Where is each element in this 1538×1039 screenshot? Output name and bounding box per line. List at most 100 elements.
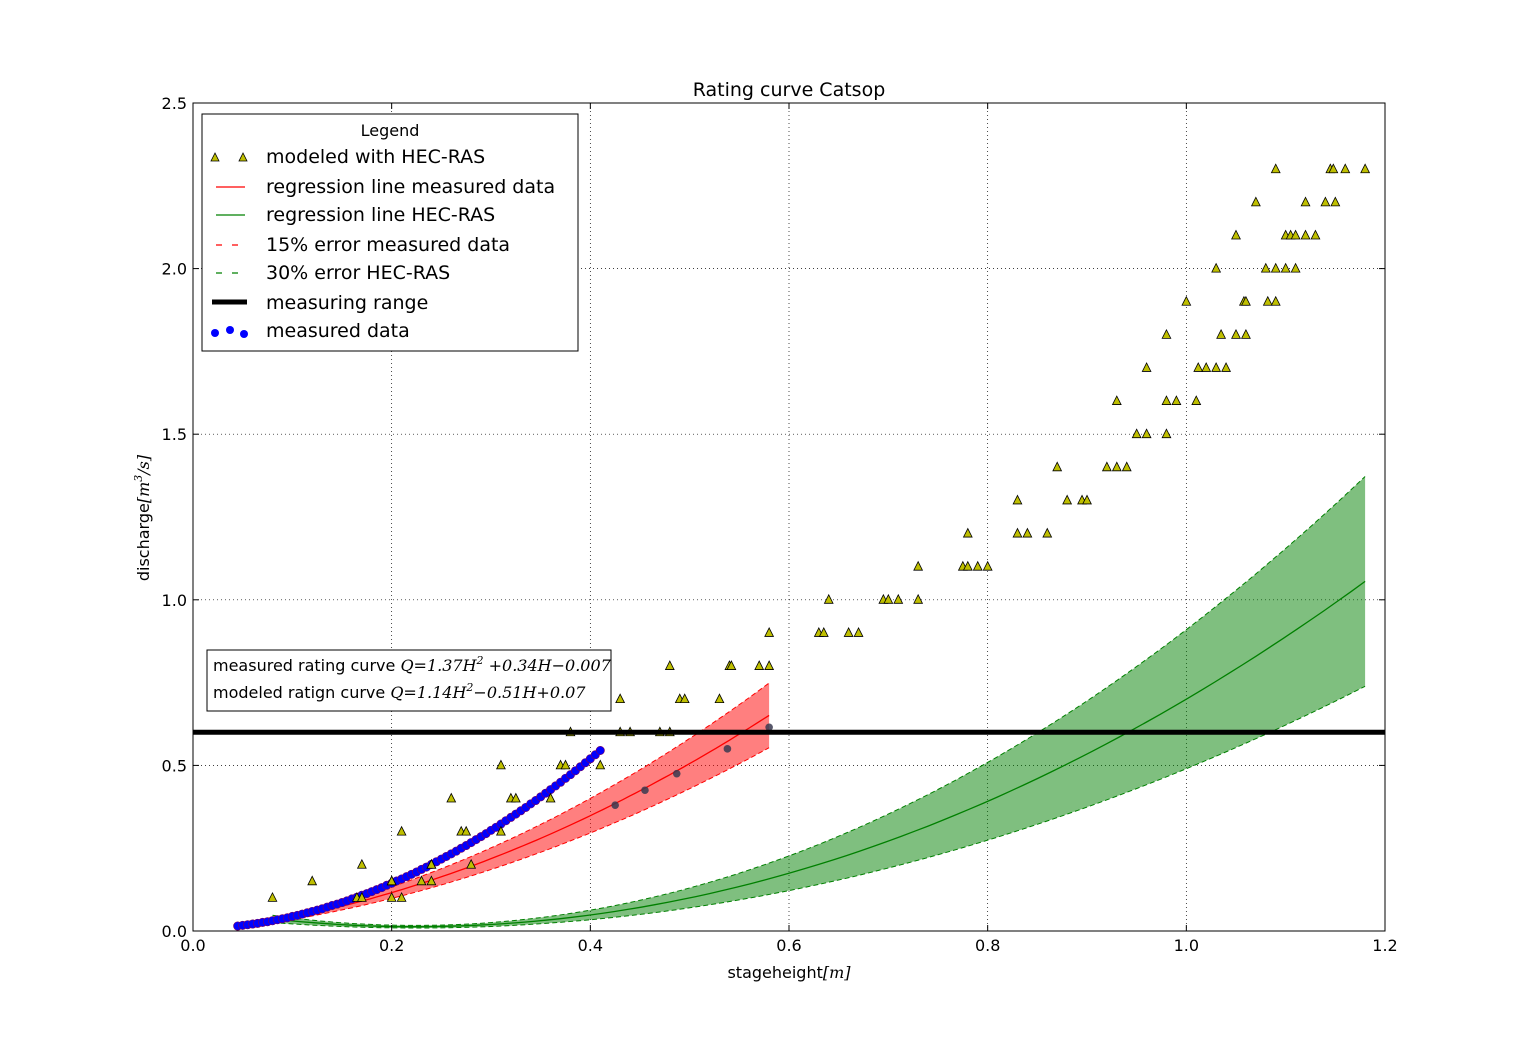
equation-box: [206, 649, 612, 712]
modeled-data-point: [883, 593, 894, 604]
legend-label: regression line measured data: [266, 176, 555, 198]
legend-dot-marker: [211, 329, 219, 337]
equation-line-measured: measured rating curve Q=1.37H2 +0.34H−0.…: [213, 654, 612, 675]
modeled-data-point: [1111, 461, 1122, 472]
x-tick-label: 1.0: [1174, 936, 1199, 955]
modeled-data-point: [764, 660, 775, 670]
legend-item-regression-measured: regression line measured data: [216, 176, 555, 198]
modeled-data-point: [416, 875, 427, 886]
modeled-data-point: [1290, 229, 1301, 240]
y-tick-label: 1.5: [162, 425, 187, 444]
modeled-data-point: [356, 858, 367, 869]
y-tick-label: 0.0: [162, 922, 187, 941]
y-tick-label: 2.0: [162, 260, 187, 279]
modeled-data-point: [1240, 328, 1251, 339]
modeled-data-point: [1193, 362, 1204, 372]
legend-label: modeled with HEC-RAS: [266, 146, 485, 168]
x-tick-label: 0.8: [975, 936, 1000, 955]
modeled-data-point: [386, 875, 397, 886]
equation-label: modeled ratign curve: [213, 683, 385, 702]
measured-data-point: [723, 745, 732, 753]
x-tick-label: 0.0: [180, 936, 205, 955]
y-axis-label-unit-exp: 3: [132, 475, 145, 482]
modeled-data-point: [823, 593, 834, 604]
modeled-data-point: [426, 858, 437, 869]
modeled-data-point: [1082, 494, 1092, 505]
modeled-data-point: [545, 792, 556, 803]
modeled-data-point: [1211, 262, 1222, 273]
hecras-error-upper: [272, 476, 1366, 926]
measured-data-point: [765, 723, 773, 732]
x-axis-label: stageheight[m]: [727, 963, 851, 982]
modeled-data-point: [1270, 262, 1281, 273]
y-axis-label-unit-prefix: [m: [134, 482, 153, 503]
modeled-data-point: [1211, 362, 1222, 372]
equation-label: measured rating curve: [213, 656, 395, 675]
legend-item-modeled: modeled with HEC-RAS: [210, 146, 485, 168]
legend: Legend modeled with HEC-RAS regression l…: [201, 113, 579, 352]
modeled-data-point: [1260, 262, 1271, 273]
measured-data-point: [672, 769, 681, 778]
measured-data-point: [641, 786, 649, 795]
modeled-data-point: [1121, 461, 1132, 472]
legend-dot-marker: [240, 330, 248, 338]
legend-label: regression line HEC-RAS: [266, 204, 495, 226]
modeled-data-point: [461, 825, 472, 836]
modeled-data-point: [1131, 428, 1142, 439]
modeled-data-point: [1310, 229, 1321, 240]
equation-formula-rest: +0.34H−0.007: [484, 656, 612, 675]
modeled-data-point: [1280, 262, 1291, 273]
modeled-data-point: [1111, 395, 1122, 405]
modeled-data-point: [714, 693, 725, 704]
modeled-data-point: [1340, 163, 1351, 174]
measured-error-lower: [237, 747, 770, 929]
modeled-data-point: [1012, 527, 1023, 538]
modeled-data-point: [307, 875, 318, 886]
equation-line-modeled: modeled ratign curve Q=1.14H2−0.51H+0.07: [213, 681, 586, 702]
legend-item-measuring-range: measuring range: [212, 292, 428, 314]
x-tick-label: 0.4: [578, 936, 603, 955]
legend-triangle-marker: [210, 152, 220, 162]
modeled-data-point: [1141, 362, 1152, 372]
modeled-data-point: [1216, 328, 1227, 339]
legend-box: [201, 113, 579, 352]
modeled-data-point: [356, 891, 367, 902]
y-axis-ticks: 0.0 0.5 1.0 1.5 2.0 2.5: [162, 94, 1385, 941]
modeled-data-point: [466, 858, 477, 869]
x-tick-label: 1.2: [1372, 936, 1397, 955]
modeled-data-point: [1161, 328, 1172, 339]
modeled-data-point: [510, 792, 521, 803]
equation-formula-rest: −0.51H+0.07: [473, 683, 586, 702]
modeled-data-point: [1012, 494, 1023, 505]
legend-triangle-marker: [238, 152, 248, 162]
legend-dot-marker: [226, 326, 234, 334]
equation-exponent: 2: [476, 654, 484, 667]
modeled-data-point: [726, 660, 737, 670]
modeled-data-point: [962, 560, 973, 571]
legend-item-error-measured: 15% error measured data: [216, 234, 510, 256]
modeled-data-point: [843, 627, 854, 637]
modeled-data-point: [1262, 295, 1273, 306]
modeled-data-point: [1330, 196, 1341, 207]
modeled-data-point: [1022, 527, 1033, 538]
modeled-data-point: [1052, 461, 1063, 472]
legend-label: 30% error HEC-RAS: [266, 262, 450, 284]
hecras-regression-line: [272, 580, 1366, 928]
modeled-data-point: [962, 527, 973, 538]
equation-formula: Q=1.14H: [390, 683, 467, 702]
modeled-data-point: [495, 759, 506, 770]
modeled-data-point: [1221, 362, 1232, 372]
modeled-data-point: [982, 560, 993, 571]
y-axis-label-text: discharge: [134, 503, 153, 581]
modeled-data-point: [267, 891, 278, 902]
hecras-error-band: [272, 476, 1366, 928]
modeled-data-point: [1141, 428, 1152, 439]
modeled-data-point: [1300, 196, 1311, 207]
measured-data-point: [611, 801, 619, 809]
modeled-data-point: [426, 875, 437, 886]
modeled-data-point: [1101, 461, 1112, 472]
hecras-error-lower: [272, 685, 1366, 929]
modeled-data-point: [679, 693, 690, 704]
modeled-data-point: [1161, 395, 1172, 405]
